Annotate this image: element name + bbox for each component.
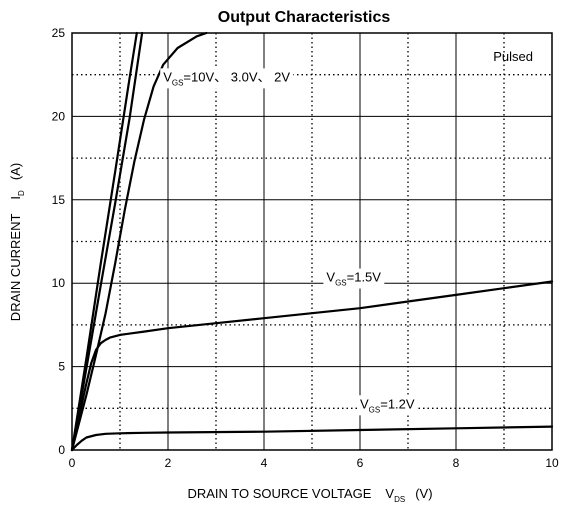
series-line bbox=[70, 31, 144, 452]
y-tick-label: 15 bbox=[52, 193, 66, 207]
series-line bbox=[70, 31, 138, 452]
x-axis-label-symbol: V bbox=[385, 486, 394, 501]
x-tick-label: 10 bbox=[545, 456, 559, 470]
tick-label-layer: 0 2 4 6 8 10 0 5 10 15 20 25 bbox=[52, 26, 559, 470]
chart-title: Output Characteristics bbox=[218, 9, 391, 26]
y-axis-label-unit: (A) bbox=[8, 163, 23, 180]
grid-layer bbox=[72, 33, 552, 450]
y-tick-label: 5 bbox=[58, 360, 65, 374]
series-line bbox=[70, 280, 554, 452]
pulsed-annotation: Pulsed bbox=[493, 49, 533, 64]
series-layer bbox=[70, 31, 554, 452]
curve-label-background bbox=[323, 268, 385, 289]
x-tick-label: 6 bbox=[357, 456, 364, 470]
y-tick-label: 10 bbox=[52, 276, 66, 290]
x-axis-label-subscript: DS bbox=[394, 495, 405, 504]
series-line bbox=[70, 31, 208, 452]
x-axis-label-main: DRAIN TO SOURCE VOLTAGE bbox=[187, 486, 371, 501]
x-tick-label: 0 bbox=[69, 456, 76, 470]
y-axis-label: DRAIN CURRENT ID (A) bbox=[8, 163, 26, 321]
y-axis-label-main: DRAIN CURRENT bbox=[8, 214, 23, 322]
y-tick-label: 0 bbox=[58, 443, 65, 457]
x-tick-label: 2 bbox=[165, 456, 172, 470]
series-line bbox=[70, 425, 554, 452]
x-axis-label: DRAIN TO SOURCE VOLTAGE VDS (V) bbox=[187, 486, 432, 504]
curve-label-layer: VGS=10V、 3.0V、 2V VGS=1.5V VGS=1.2V bbox=[160, 68, 418, 416]
y-tick-label: 20 bbox=[52, 109, 66, 123]
curve-label: VGS=1.5V bbox=[326, 270, 381, 288]
y-tick-label: 25 bbox=[52, 26, 66, 40]
curve-label-background bbox=[357, 395, 418, 416]
x-tick-label: 8 bbox=[453, 456, 460, 470]
curve-label: VGS=10V、 3.0V、 2V bbox=[163, 69, 290, 87]
curve-label: VGS=1.2V bbox=[360, 396, 415, 414]
x-tick-label: 4 bbox=[261, 456, 268, 470]
y-axis-label-symbol: I bbox=[8, 196, 23, 200]
x-axis-label-unit: (V) bbox=[415, 486, 432, 501]
y-axis-label-subscript: D bbox=[17, 190, 26, 196]
curve-label-background bbox=[160, 68, 294, 89]
plot-frame bbox=[71, 32, 553, 451]
